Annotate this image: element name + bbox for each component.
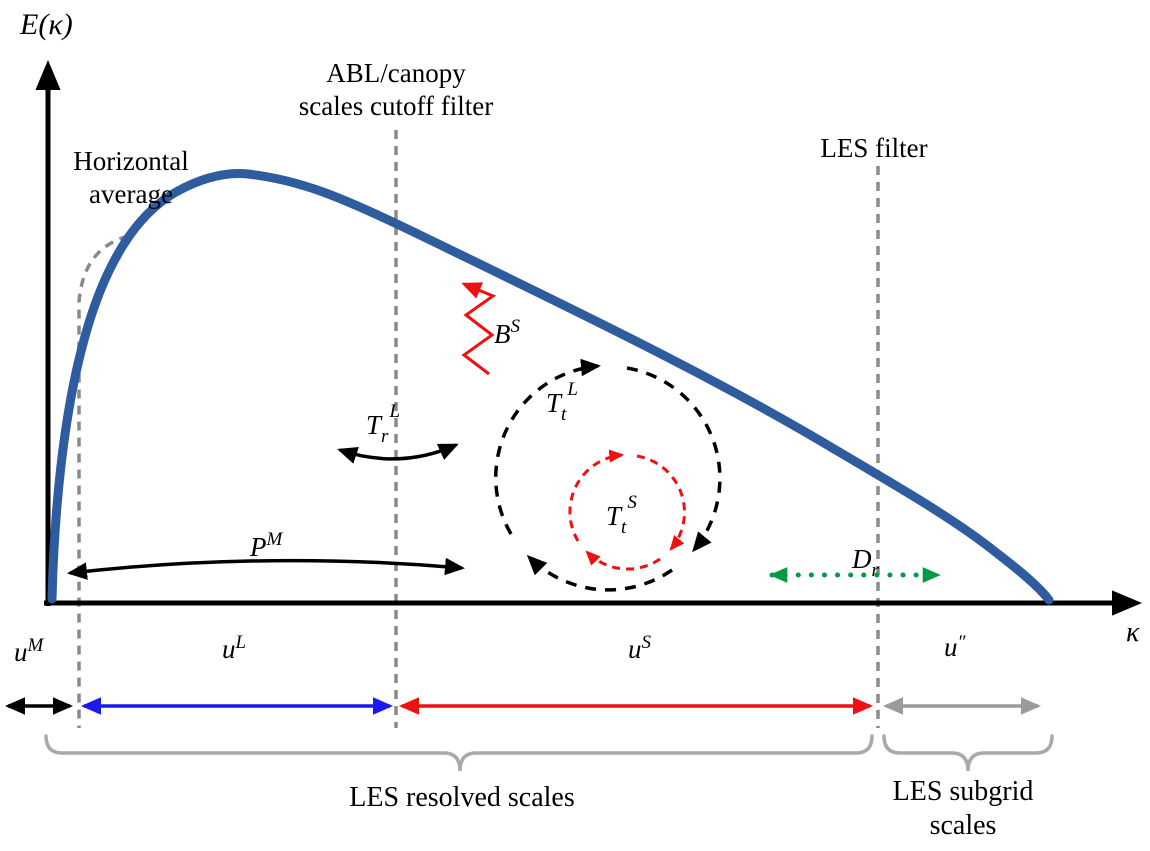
production-arrow <box>67 557 465 580</box>
resolved-transfer-label: TrL <box>366 401 400 447</box>
mean-velocity-label: uM <box>14 635 45 667</box>
red-circle-arc-3 <box>585 550 661 571</box>
large-scale-velocity-label: uL <box>222 632 246 664</box>
les-filter-label: LES filter <box>820 133 927 163</box>
turbulent-transfer-small-circle <box>568 449 686 571</box>
red-circle-arc-2 <box>636 454 686 551</box>
buoyancy-zigzag-arrow <box>461 282 497 376</box>
les-subgrid-scales-label-line1: LES subgrid <box>893 776 1034 807</box>
turbulent-transfer-small-label: TtS <box>606 492 637 538</box>
resolved-transfer-arrow <box>337 443 459 464</box>
y-axis-label: E(κ) <box>19 8 73 41</box>
resolved-scales-brace <box>44 734 874 772</box>
abl-filter-label-line1: ABL/canopy <box>326 58 466 88</box>
les-resolved-scales-label: LES resolved scales <box>349 782 575 813</box>
small-scale-velocity-label: uS <box>628 632 652 664</box>
production-label: PM <box>249 529 284 562</box>
turbulent-transfer-large-circle <box>494 358 722 592</box>
buoyancy-label: BS <box>494 316 521 349</box>
dissipation-label: Dr <box>851 544 880 581</box>
x-axis-label: κ <box>1126 617 1140 648</box>
abl-filter-label-line2: scales cutoff filter <box>299 91 493 121</box>
subgrid-velocity-label: u″ <box>944 632 967 662</box>
horizontal-average-label-line1: Horizontal <box>73 146 188 176</box>
red-circle-arc-1 <box>568 449 625 542</box>
energy-spectrum-curve <box>47 169 1054 605</box>
les-subgrid-scales-label-line2: scales <box>930 810 997 841</box>
horizontal-average-dashed-line <box>77 234 129 728</box>
black-circle-arc-3 <box>526 554 673 592</box>
black-circle-arc-2 <box>626 366 722 553</box>
turbulent-transfer-large-label: TtL <box>546 379 578 425</box>
subgrid-scales-brace <box>882 734 1054 772</box>
horizontal-average-label-line2: average <box>89 179 173 209</box>
